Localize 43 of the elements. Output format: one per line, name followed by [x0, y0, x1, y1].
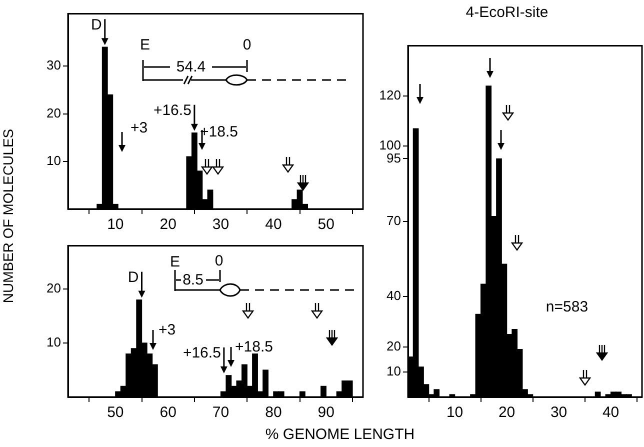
annotation: E [140, 36, 150, 54]
y-tick-label: 10 [46, 152, 61, 168]
y-tick-label: 20 [46, 105, 61, 120]
y-tick-label: 10 [386, 363, 401, 378]
annotation: +3 [130, 120, 148, 136]
x-tick-label: 20 [160, 216, 176, 234]
chart-title: 4-EcoRI-site [464, 4, 550, 21]
x-tick-label: 50 [107, 404, 124, 422]
annotation: +18.5 [200, 124, 238, 140]
annotation: +18.5 [235, 338, 273, 356]
annotation: 0 [242, 36, 252, 54]
y-tick-label: 30 [46, 58, 61, 73]
annotation: E [170, 254, 180, 270]
y-tick-label: 40 [386, 288, 401, 304]
y-tick-label: 100 [379, 138, 401, 153]
x-axis-title: % GENOME LENGTH [264, 426, 416, 443]
annotation: +3 [158, 322, 176, 338]
y-axis-title: NUMBER OF MOLECULES [0, 128, 17, 306]
annotation: 8.5 [182, 272, 204, 288]
x-tick-label: 60 [160, 404, 176, 422]
y-tick-label: 95 [386, 150, 401, 166]
y-tick-label: 20 [46, 280, 61, 296]
y-tick-label: 20 [386, 338, 401, 354]
x-tick-label: 50 [318, 216, 334, 234]
x-tick-label: 80 [265, 404, 282, 422]
annotation: +16.5 [182, 344, 221, 362]
annotation: D [91, 16, 102, 34]
x-tick-label: 40 [265, 216, 282, 234]
annotation: +16.5 [153, 102, 192, 119]
x-tick-label: 90 [318, 404, 334, 422]
annotation: D [128, 268, 139, 286]
x-tick-label: 10 [446, 404, 464, 422]
y-tick-label: 10 [46, 334, 61, 350]
annotation: 54.4 [176, 58, 206, 76]
x-tick-label: 30 [550, 404, 568, 422]
x-tick-label: 20 [498, 404, 516, 422]
annotation: 0 [214, 252, 224, 270]
x-tick-label: 30 [212, 216, 230, 234]
x-tick-label: 10 [107, 216, 124, 234]
x-tick-label: 70 [212, 404, 230, 422]
x-tick-label: 40 [602, 404, 620, 422]
y-tick-label: 120 [379, 88, 401, 103]
annotation: n=583 [546, 298, 588, 316]
